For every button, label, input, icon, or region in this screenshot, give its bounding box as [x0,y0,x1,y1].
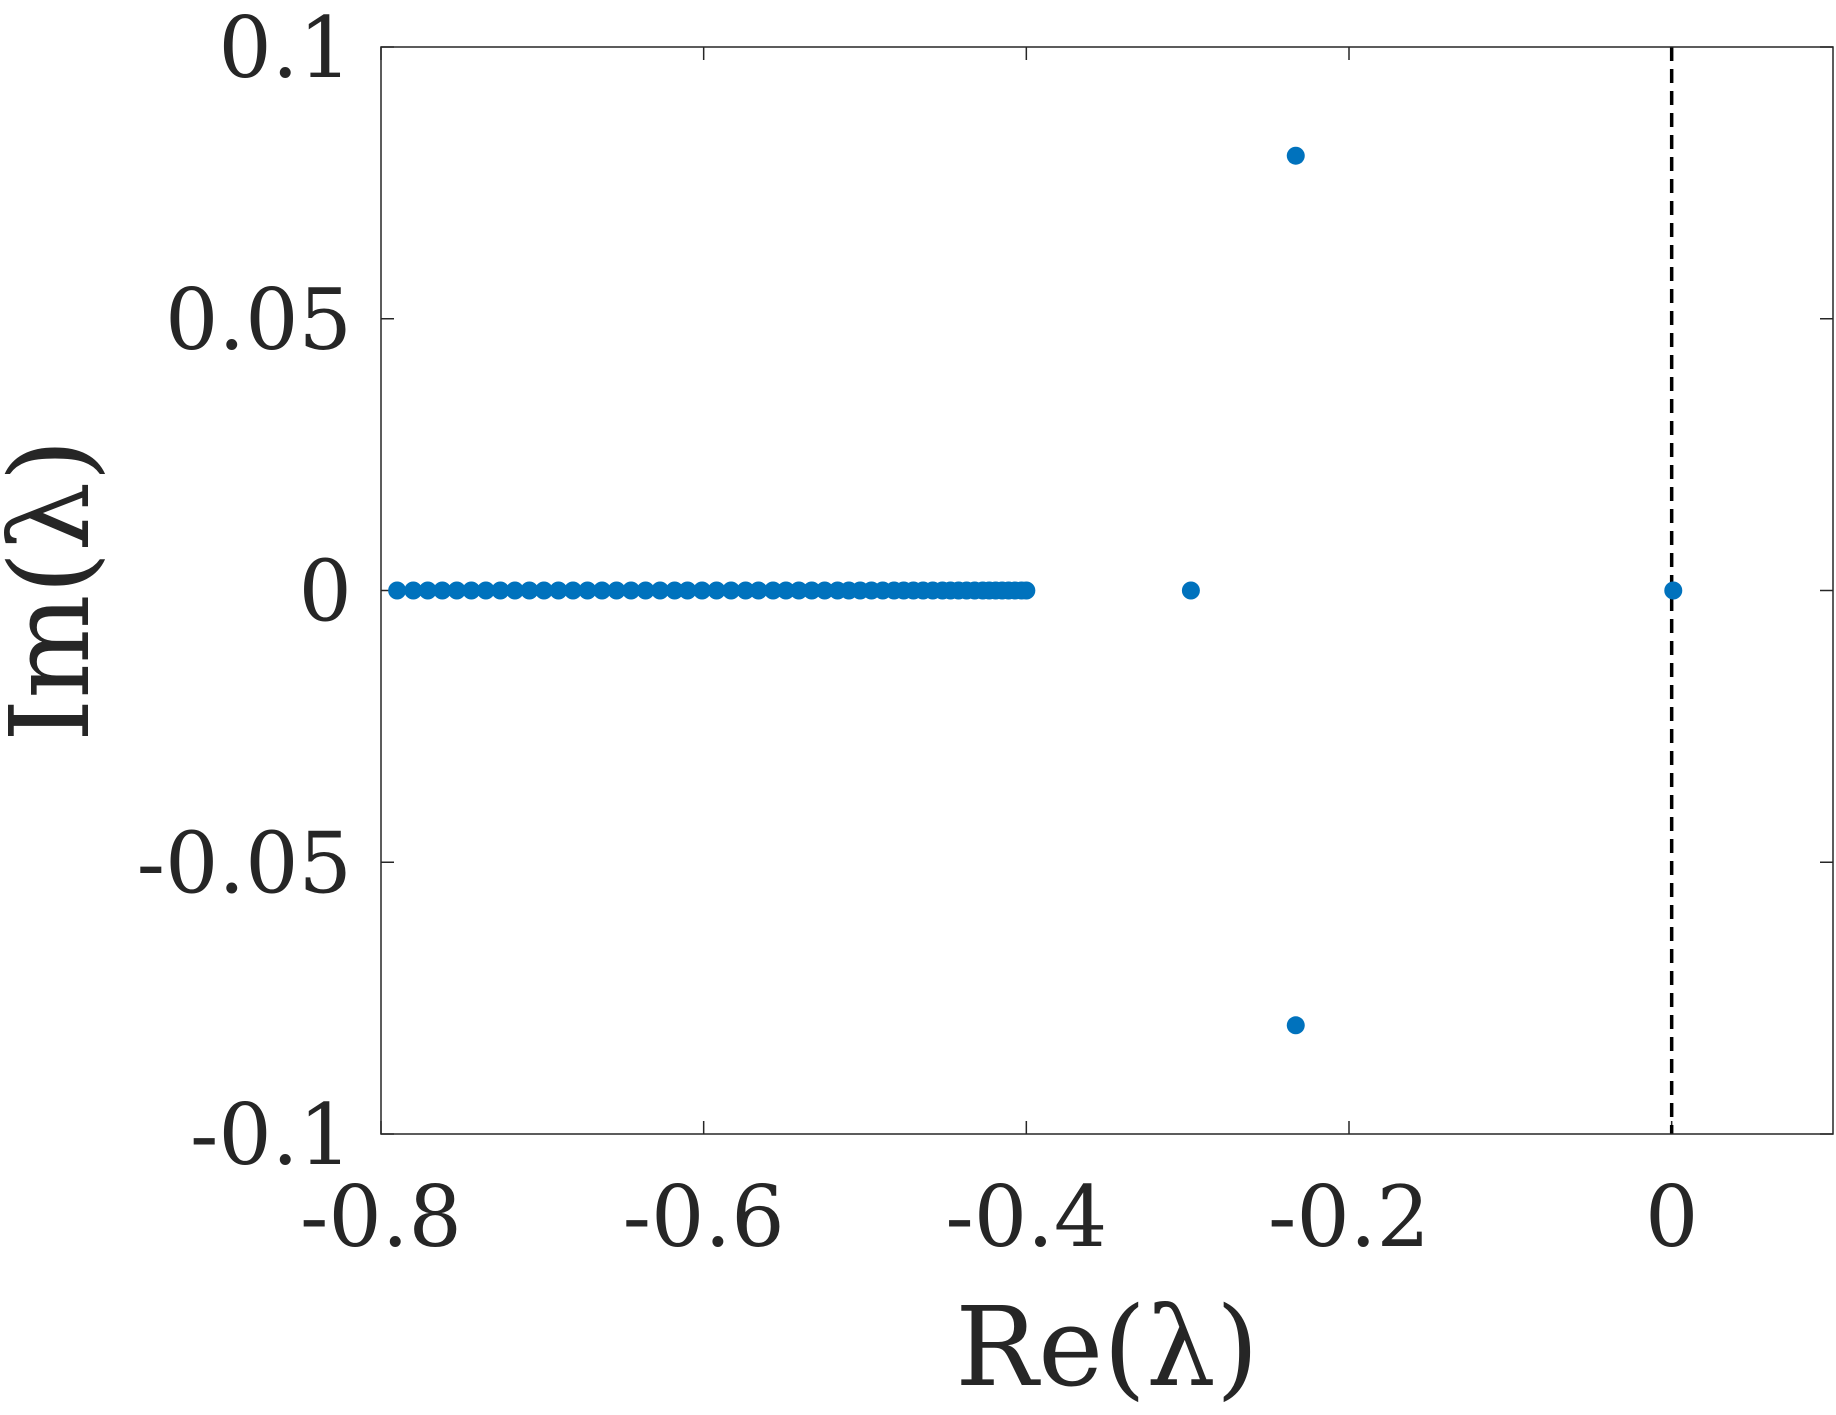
y-tick-label-0: -0.1 [190,1086,352,1184]
data-point-8 [505,581,524,600]
data-point-53 [1017,581,1036,600]
x-tick-label-4: 0 [1645,1168,1698,1266]
y-axis-label: Im(λ) [0,439,114,742]
y-tick-labels: -0.1 -0.05 0 0.05 0.1 [137,0,352,1184]
x-tick-labels: -0.8 -0.6 -0.4 -0.2 0 [300,1168,1698,1266]
data-point-18 [651,581,670,600]
data-point-27 [776,581,795,600]
data-point-16 [622,581,641,600]
data-point-57 [1664,581,1683,600]
data-point-22 [707,581,726,600]
x-tick-label-0: -0.8 [300,1168,462,1266]
data-points [388,146,1683,1035]
data-point-25 [749,581,768,600]
data-point-12 [563,581,582,600]
data-point-30 [815,581,834,600]
y-tick-label-1: -0.05 [137,814,352,912]
data-point-10 [534,581,553,600]
data-point-20 [678,581,697,600]
data-point-13 [578,581,597,600]
x-tick-label-1: -0.6 [623,1168,785,1266]
data-point-2 [418,581,437,600]
data-point-7 [491,581,510,600]
y-tick-label-3: 0.05 [165,271,352,369]
data-point-23 [722,581,741,600]
data-point-5 [462,581,481,600]
y-tick-label-2: 0 [299,543,352,641]
x-tick-label-2: -0.4 [945,1168,1107,1266]
y-tick-label-4: 0.1 [218,0,352,97]
data-point-1 [404,581,423,600]
data-point-14 [593,581,612,600]
data-point-24 [736,581,755,600]
data-point-29 [802,581,821,600]
data-point-4 [447,581,466,600]
data-point-3 [433,581,452,600]
data-point-26 [764,581,783,600]
data-point-6 [476,581,495,600]
data-point-28 [789,581,808,600]
data-point-55 [1286,146,1305,165]
data-point-0 [388,581,407,600]
data-point-54 [1181,581,1200,600]
x-axis-label: Re(λ) [955,1283,1258,1411]
axes-box [380,46,1834,1135]
x-tick-label-3: -0.2 [1268,1168,1430,1266]
data-point-11 [549,581,568,600]
data-point-9 [520,581,539,600]
data-point-19 [665,581,684,600]
data-point-56 [1286,1016,1305,1035]
data-point-15 [607,581,626,600]
data-point-17 [636,581,655,600]
data-point-21 [693,581,712,600]
